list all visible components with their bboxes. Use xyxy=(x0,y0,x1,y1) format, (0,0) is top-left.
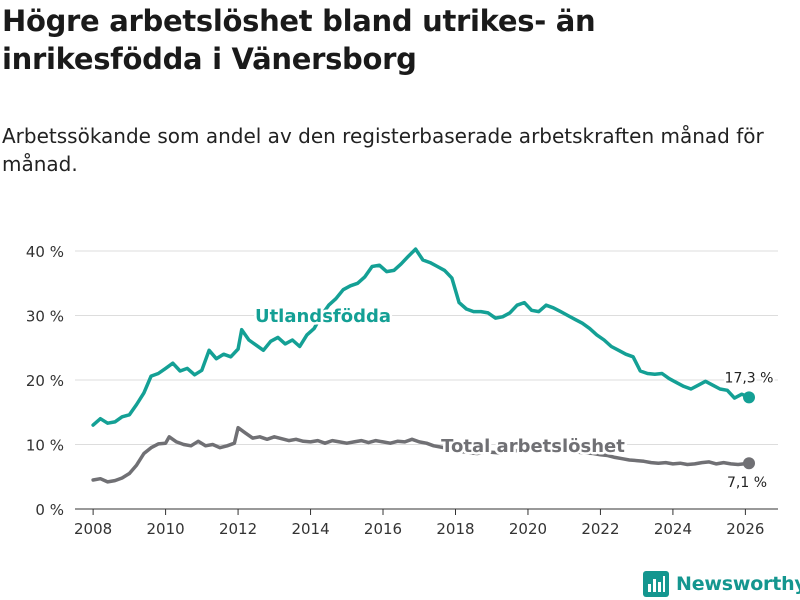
x-tick-label: 2018 xyxy=(436,520,474,538)
y-tick-label: 10 % xyxy=(26,437,64,455)
gridlines xyxy=(75,250,778,445)
x-axis: 2008 2010 2012 2014 2016 2018 2020 2022 2024 2026 xyxy=(74,508,778,538)
chart-subtitle: Arbetssökande som andel av den registerb… xyxy=(2,124,764,176)
y-axis: 0 % 10 % 20 % 30 % 40 % xyxy=(26,243,64,519)
y-tick-label: 0 % xyxy=(35,501,64,519)
newsworthy-logo[interactable]: Newsworthy xyxy=(643,569,800,599)
x-tick-label: 2020 xyxy=(509,520,547,538)
chart-title: Högre arbetslöshet bland utrikes- än inr… xyxy=(2,4,596,76)
series-end-point xyxy=(743,391,756,404)
bar-chart-icon xyxy=(643,571,669,597)
x-tick-label: 2026 xyxy=(726,520,764,538)
x-tick-label: 2016 xyxy=(364,520,402,538)
line-chart: 2008 2010 2012 2014 2016 2018 2020 2022 2024 2026… xyxy=(26,243,778,538)
series-label-total: Total arbetslöshet xyxy=(441,436,625,457)
series-labels: Utlandsfödda Total arbetslöshet 17,3 % 7,1 … xyxy=(252,304,775,494)
y-tick-label: 40 % xyxy=(26,243,64,261)
series-line-total xyxy=(91,425,751,484)
end-value-label: 17,3 % xyxy=(725,370,774,386)
x-tick-label: 2012 xyxy=(219,520,257,538)
y-tick-label: 30 % xyxy=(26,308,64,326)
brand-name: Newsworthy xyxy=(676,573,800,595)
end-value-label: 7,1 % xyxy=(727,475,767,491)
x-tick-label: 2010 xyxy=(146,520,184,538)
series-line-utlandsfodda xyxy=(91,247,751,427)
series-end-point xyxy=(743,457,756,470)
x-tick-label: 2008 xyxy=(74,520,112,538)
x-tick-label: 2022 xyxy=(581,520,619,538)
y-tick-label: 20 % xyxy=(26,372,64,390)
x-tick-label: 2014 xyxy=(291,520,329,538)
series-label-utlandsfodda: Utlandsfödda xyxy=(255,306,391,327)
series-lines xyxy=(91,247,756,484)
x-tick-label: 2024 xyxy=(654,520,692,538)
